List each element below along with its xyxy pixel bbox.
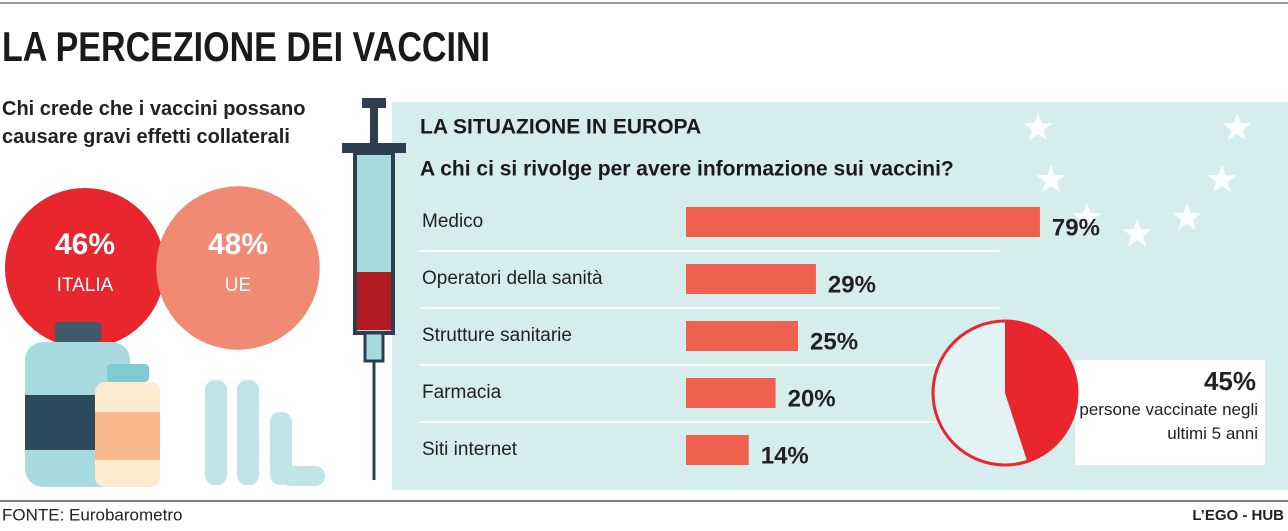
bubble bbox=[156, 186, 320, 350]
star bbox=[1072, 25, 1102, 53]
bar bbox=[686, 264, 816, 294]
pie-label-box bbox=[1075, 360, 1265, 465]
pie-slice bbox=[1005, 321, 1077, 462]
star bbox=[1172, 25, 1202, 53]
bubble-value: 46% bbox=[55, 228, 115, 261]
value-label: 25% bbox=[810, 328, 858, 355]
bubble bbox=[4, 187, 166, 349]
bubble-label: UE bbox=[225, 275, 251, 296]
bubble-value: 48% bbox=[208, 228, 268, 261]
star bbox=[1207, 61, 1237, 89]
bar bbox=[686, 321, 798, 351]
category-label: Medico bbox=[422, 211, 483, 232]
star bbox=[1222, 113, 1252, 141]
star bbox=[1172, 203, 1202, 231]
pie-label: persone vaccinate negli ultimi 5 anni bbox=[1079, 400, 1258, 443]
bar bbox=[686, 435, 749, 465]
star bbox=[1207, 165, 1237, 193]
credit: L’EGO - HUB bbox=[1192, 507, 1284, 524]
bar bbox=[686, 207, 1040, 237]
category-label: Strutture sanitarie bbox=[422, 325, 572, 346]
bubble-label: ITALIA bbox=[57, 275, 114, 296]
bubble-title: Chi crede che i vaccini possano causare … bbox=[2, 98, 306, 148]
page-title: LA PERCEZIONE DEI VACCINI bbox=[2, 23, 490, 70]
category-label: Operatori della sanità bbox=[422, 268, 603, 289]
bar-title: LA SITUAZIONE IN EUROPA bbox=[420, 116, 701, 139]
star bbox=[1023, 113, 1053, 141]
eu-stars bbox=[1023, 11, 1252, 247]
value-label: 20% bbox=[788, 385, 836, 412]
pie-value: 45% bbox=[1204, 366, 1256, 396]
source: FONTE: Eurobarometro bbox=[2, 505, 182, 524]
star bbox=[1122, 219, 1152, 247]
star bbox=[1122, 11, 1152, 39]
category-label: Farmacia bbox=[422, 382, 502, 403]
value-label: 29% bbox=[828, 271, 876, 298]
bar bbox=[686, 378, 776, 408]
value-label: 79% bbox=[1052, 214, 1100, 241]
star bbox=[1072, 203, 1102, 231]
bar-subtitle: A chi ci si rivolge per avere informazio… bbox=[420, 158, 954, 181]
star bbox=[1036, 165, 1066, 193]
star bbox=[1036, 61, 1066, 89]
vials bbox=[25, 322, 325, 487]
syringe bbox=[342, 98, 406, 480]
value-label: 14% bbox=[761, 442, 809, 469]
category-label: Siti internet bbox=[422, 439, 518, 460]
